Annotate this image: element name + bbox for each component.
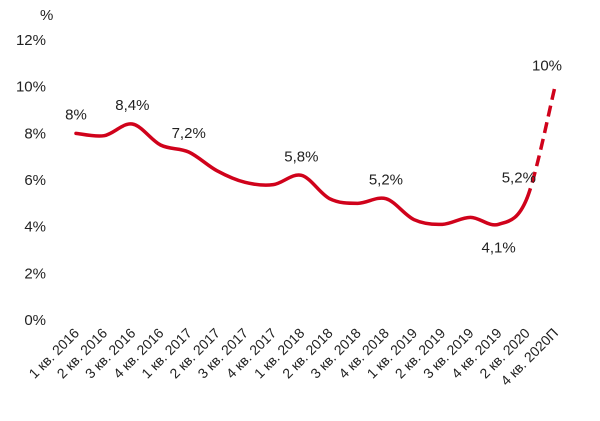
data-label: 5,8%: [284, 148, 318, 165]
series-line: [74, 86, 557, 227]
data-labels: 8% 8,4% 7,2% 5,8% 5,2% 4,1% 5,2% 10%: [65, 58, 562, 257]
y-axis-unit-label: %: [40, 7, 53, 24]
y-tick-label: 4%: [24, 219, 46, 236]
data-label: 5,2%: [369, 172, 403, 189]
data-label: 4,1%: [482, 239, 516, 256]
data-label: 5,2%: [502, 170, 536, 187]
data-label: 10%: [532, 58, 562, 75]
y-axis-ticks: 0% 2% 4% 6% 8% 10% 12%: [16, 32, 46, 329]
series-line-actual: [74, 122, 529, 227]
y-tick-label: 8%: [24, 125, 46, 142]
data-label: 7,2%: [172, 125, 206, 142]
data-label: 8%: [65, 106, 87, 123]
series-line-forecast: [525, 86, 557, 200]
y-tick-label: 12%: [16, 32, 46, 49]
y-tick-label: 10%: [16, 79, 46, 96]
y-tick-label: 0%: [24, 312, 46, 329]
data-label: 8,4%: [115, 97, 149, 114]
y-tick-label: 2%: [24, 265, 46, 282]
y-tick-label: 6%: [24, 172, 46, 189]
